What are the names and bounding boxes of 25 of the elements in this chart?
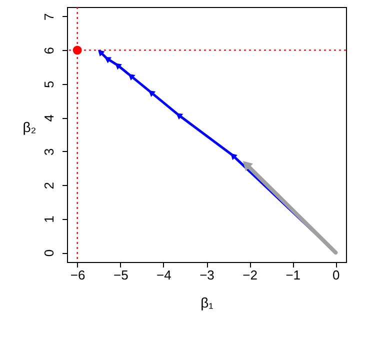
y-tick-label: 6	[42, 47, 56, 54]
x-axis-title: β₁	[200, 294, 214, 310]
x-tick-label: −4	[156, 268, 172, 282]
y-tick-label: 5	[42, 80, 56, 88]
y-tick-label: 3	[42, 148, 56, 156]
y-tick-label: 4	[42, 114, 56, 122]
x-tick-label: −2	[242, 268, 258, 282]
point	[230, 153, 238, 160]
point	[176, 113, 184, 120]
x-tick-label: −1	[286, 268, 301, 282]
y-tick-label: 1	[42, 216, 56, 223]
x-tick-label: 0	[332, 268, 340, 282]
point	[104, 56, 112, 64]
x-tick-label: −5	[113, 268, 128, 282]
y-tick-label: 7	[42, 13, 56, 21]
x-tick-label: −3	[200, 268, 214, 282]
point	[72, 46, 82, 55]
x-tick-label: −6	[70, 268, 86, 282]
point	[128, 74, 136, 80]
y-axis-title: β₂	[22, 119, 36, 135]
point	[148, 90, 156, 98]
y-tick-label: 2	[42, 182, 56, 190]
y-tick-label: 0	[42, 249, 56, 257]
point	[114, 63, 122, 70]
point	[98, 50, 105, 57]
